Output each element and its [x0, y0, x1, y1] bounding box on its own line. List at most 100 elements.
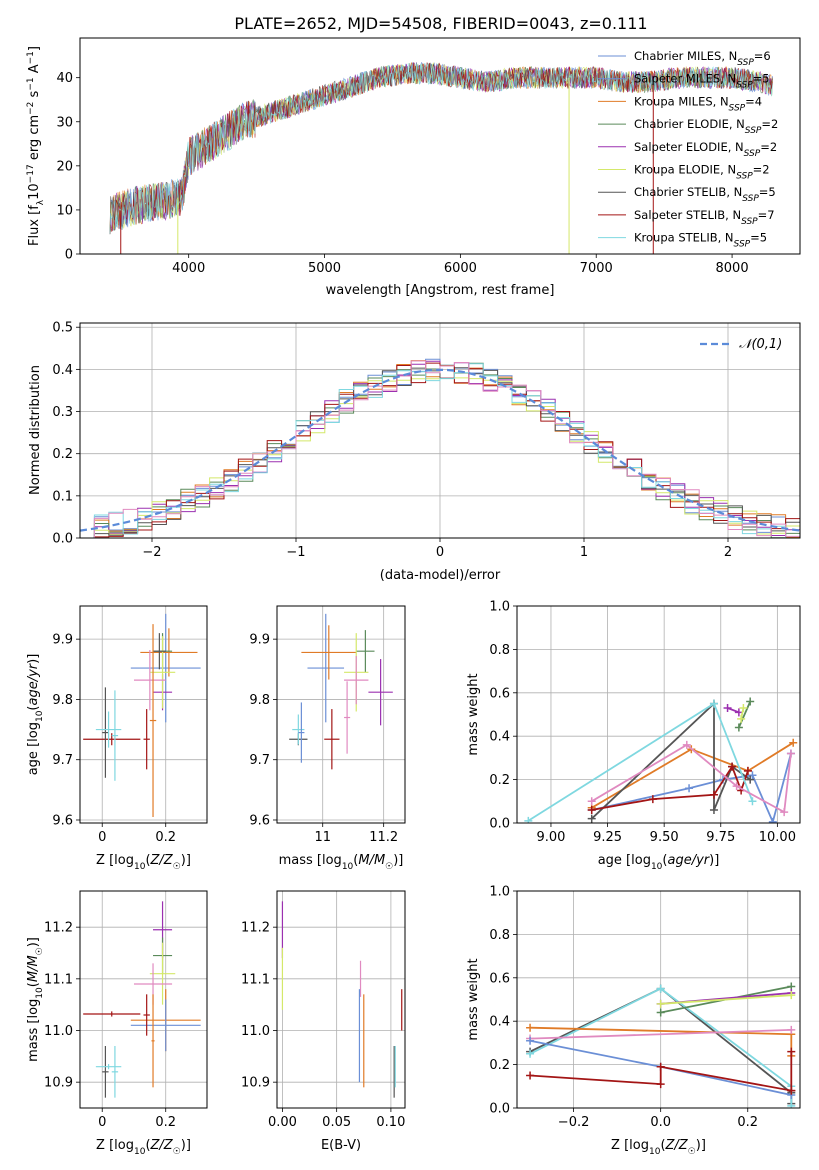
series-line	[738, 701, 752, 728]
error-bar-point	[301, 625, 357, 680]
y-tick-label: 0.1	[52, 489, 73, 504]
panel-age_vs_mass: 11 11.2 9.6 9.7 9.8 9.9 mass [log10(M/M☉)]	[249, 605, 406, 872]
data-marker	[526, 1023, 535, 1032]
y-tick-label: 0.3	[52, 405, 73, 420]
x-tick-label: 4000	[172, 261, 205, 276]
y-axis-label: Flux [fλ10−17 erg cm−2 s−1 A−1]	[26, 46, 46, 246]
x-tick-label: 2	[724, 545, 732, 560]
panel-age_vs_Z: 0 0.2 9.6 9.7 9.8 9.9 Z [log10(Z/Z☉)] age [log1…	[26, 605, 208, 872]
y-tick-label: 10	[56, 203, 73, 218]
data-marker	[587, 805, 596, 814]
error-bar-point	[344, 656, 369, 705]
plot-area	[517, 891, 800, 1108]
panel-mass_vs_ebv: 0.00 0.05 0.10 10.9 11.0 11.1 11.2 E(B-V)	[241, 890, 406, 1153]
x-tick-label: 10.00	[759, 830, 796, 845]
y-tick-label: 9.7	[249, 753, 270, 768]
y-axis-label: mass weight	[466, 958, 481, 1040]
data-marker	[526, 1049, 535, 1058]
series-line	[591, 764, 749, 811]
plot-area	[277, 606, 405, 823]
panel-massweight_vs_age: 9.00 9.25 9.50 9.75 10.00 0.0 0.2 0.4 0.6 0.8 1.0 a…	[466, 600, 801, 872]
x-tick-label: 9.75	[706, 830, 735, 845]
y-tick-label: 0.2	[52, 447, 73, 462]
figure-title: PLATE=2652, MJD=54508, FIBERID=0043, z=0…	[234, 14, 647, 33]
legend-label: Kroupa ELODIE, NSSP=2	[634, 163, 770, 182]
y-tick-label: 30	[56, 115, 73, 130]
axes-frame	[79, 322, 801, 539]
data-marker	[734, 708, 743, 717]
legend-label: Chabrier STELIB, NSSP=5	[634, 185, 776, 204]
x-tick-label: −0.2	[558, 1115, 590, 1130]
series-line	[527, 702, 754, 822]
y-tick-label: 9.6	[249, 813, 270, 828]
data-marker	[787, 1086, 796, 1095]
gaussian-curve	[80, 368, 800, 532]
plot-area	[80, 323, 800, 538]
error-bar-point	[140, 628, 198, 677]
x-tick-label: 8000	[716, 261, 749, 276]
error-bar-point	[298, 702, 305, 763]
data-marker	[739, 703, 748, 712]
axes-frame	[516, 890, 801, 1109]
panel-spectrum: 4000 5000 6000 7000 8000 0 10 20 30 40 Chabrier MI…	[26, 37, 801, 298]
x-tick-label: 0.2	[155, 830, 176, 845]
mass-weight-series	[587, 740, 795, 817]
data-marker	[780, 808, 789, 817]
error-bar-point	[130, 613, 201, 723]
y-tick-label: 1.0	[489, 885, 510, 900]
data-marker	[656, 984, 665, 993]
axes-frame	[276, 605, 406, 824]
y-tick-label: 9.8	[52, 693, 73, 708]
x-tick-label: 0.10	[376, 1115, 405, 1130]
x-axis-label: mass [log10(M/M☉)]	[279, 853, 404, 872]
x-tick-label: 0.00	[268, 1115, 297, 1130]
data-marker	[748, 771, 757, 780]
plot-area	[80, 606, 207, 823]
y-tick-label: 0.4	[489, 1015, 510, 1030]
legend-label: Salpeter STELIB, NSSP=7	[634, 208, 775, 227]
legend-label: Salpeter MILES, NSSP=5	[634, 72, 770, 91]
x-axis-label: Z [log10(Z/Z☉)]	[611, 1138, 706, 1157]
x-axis-label: wavelength [Angstrom, rest frame]	[326, 283, 555, 298]
panel-massweight_vs_Z: −0.2 0.0 0.2 0.0 0.2 0.4 0.6 0.8 1.0 Z [log10(Z/Z…	[466, 885, 801, 1157]
error-bar-point	[111, 690, 119, 781]
y-tick-label: 0.2	[489, 773, 510, 788]
data-marker	[709, 790, 718, 799]
y-tick-label: 0.6	[489, 686, 510, 701]
error-bar-point	[344, 681, 351, 754]
data-marker	[728, 762, 737, 771]
y-tick-label: 0.8	[489, 643, 510, 658]
error-bar-point	[307, 613, 345, 723]
spectrum-line	[109, 62, 773, 234]
data-marker	[723, 703, 732, 712]
x-tick-label: 11.2	[369, 830, 398, 845]
mass-weight-series	[526, 1047, 796, 1095]
y-tick-label: 11.0	[241, 1024, 270, 1039]
x-tick-label: −2	[142, 545, 161, 560]
legend-label: Kroupa MILES, NSSP=4	[634, 94, 762, 113]
error-bar-point	[368, 659, 393, 726]
series-line	[660, 994, 792, 1005]
x-tick-label: 0.2	[155, 1115, 176, 1130]
data-marker	[587, 814, 596, 823]
data-marker	[746, 697, 755, 706]
error-bar-point	[324, 709, 340, 770]
data-marker	[746, 775, 755, 784]
error-bar-point	[83, 1011, 141, 1017]
y-tick-label: 10.9	[241, 1076, 270, 1091]
plot-area	[517, 606, 800, 823]
y-tick-label: 0.8	[489, 928, 510, 943]
legend-label: 𝒩(0,1)	[739, 337, 782, 352]
x-axis-label: age [log10(age/yr)]	[598, 853, 720, 872]
y-tick-label: 11.0	[44, 1024, 73, 1039]
error-bar-point	[149, 942, 176, 1005]
x-tick-label: 1	[580, 545, 588, 560]
x-axis-label: (data-model)/error	[380, 568, 501, 583]
data-marker	[682, 740, 691, 749]
error-bar-point	[356, 630, 375, 673]
data-marker	[737, 714, 746, 723]
x-tick-label: 7000	[580, 261, 613, 276]
error-bar-point	[133, 650, 166, 711]
data-marker	[587, 797, 596, 806]
data-marker	[786, 749, 795, 758]
